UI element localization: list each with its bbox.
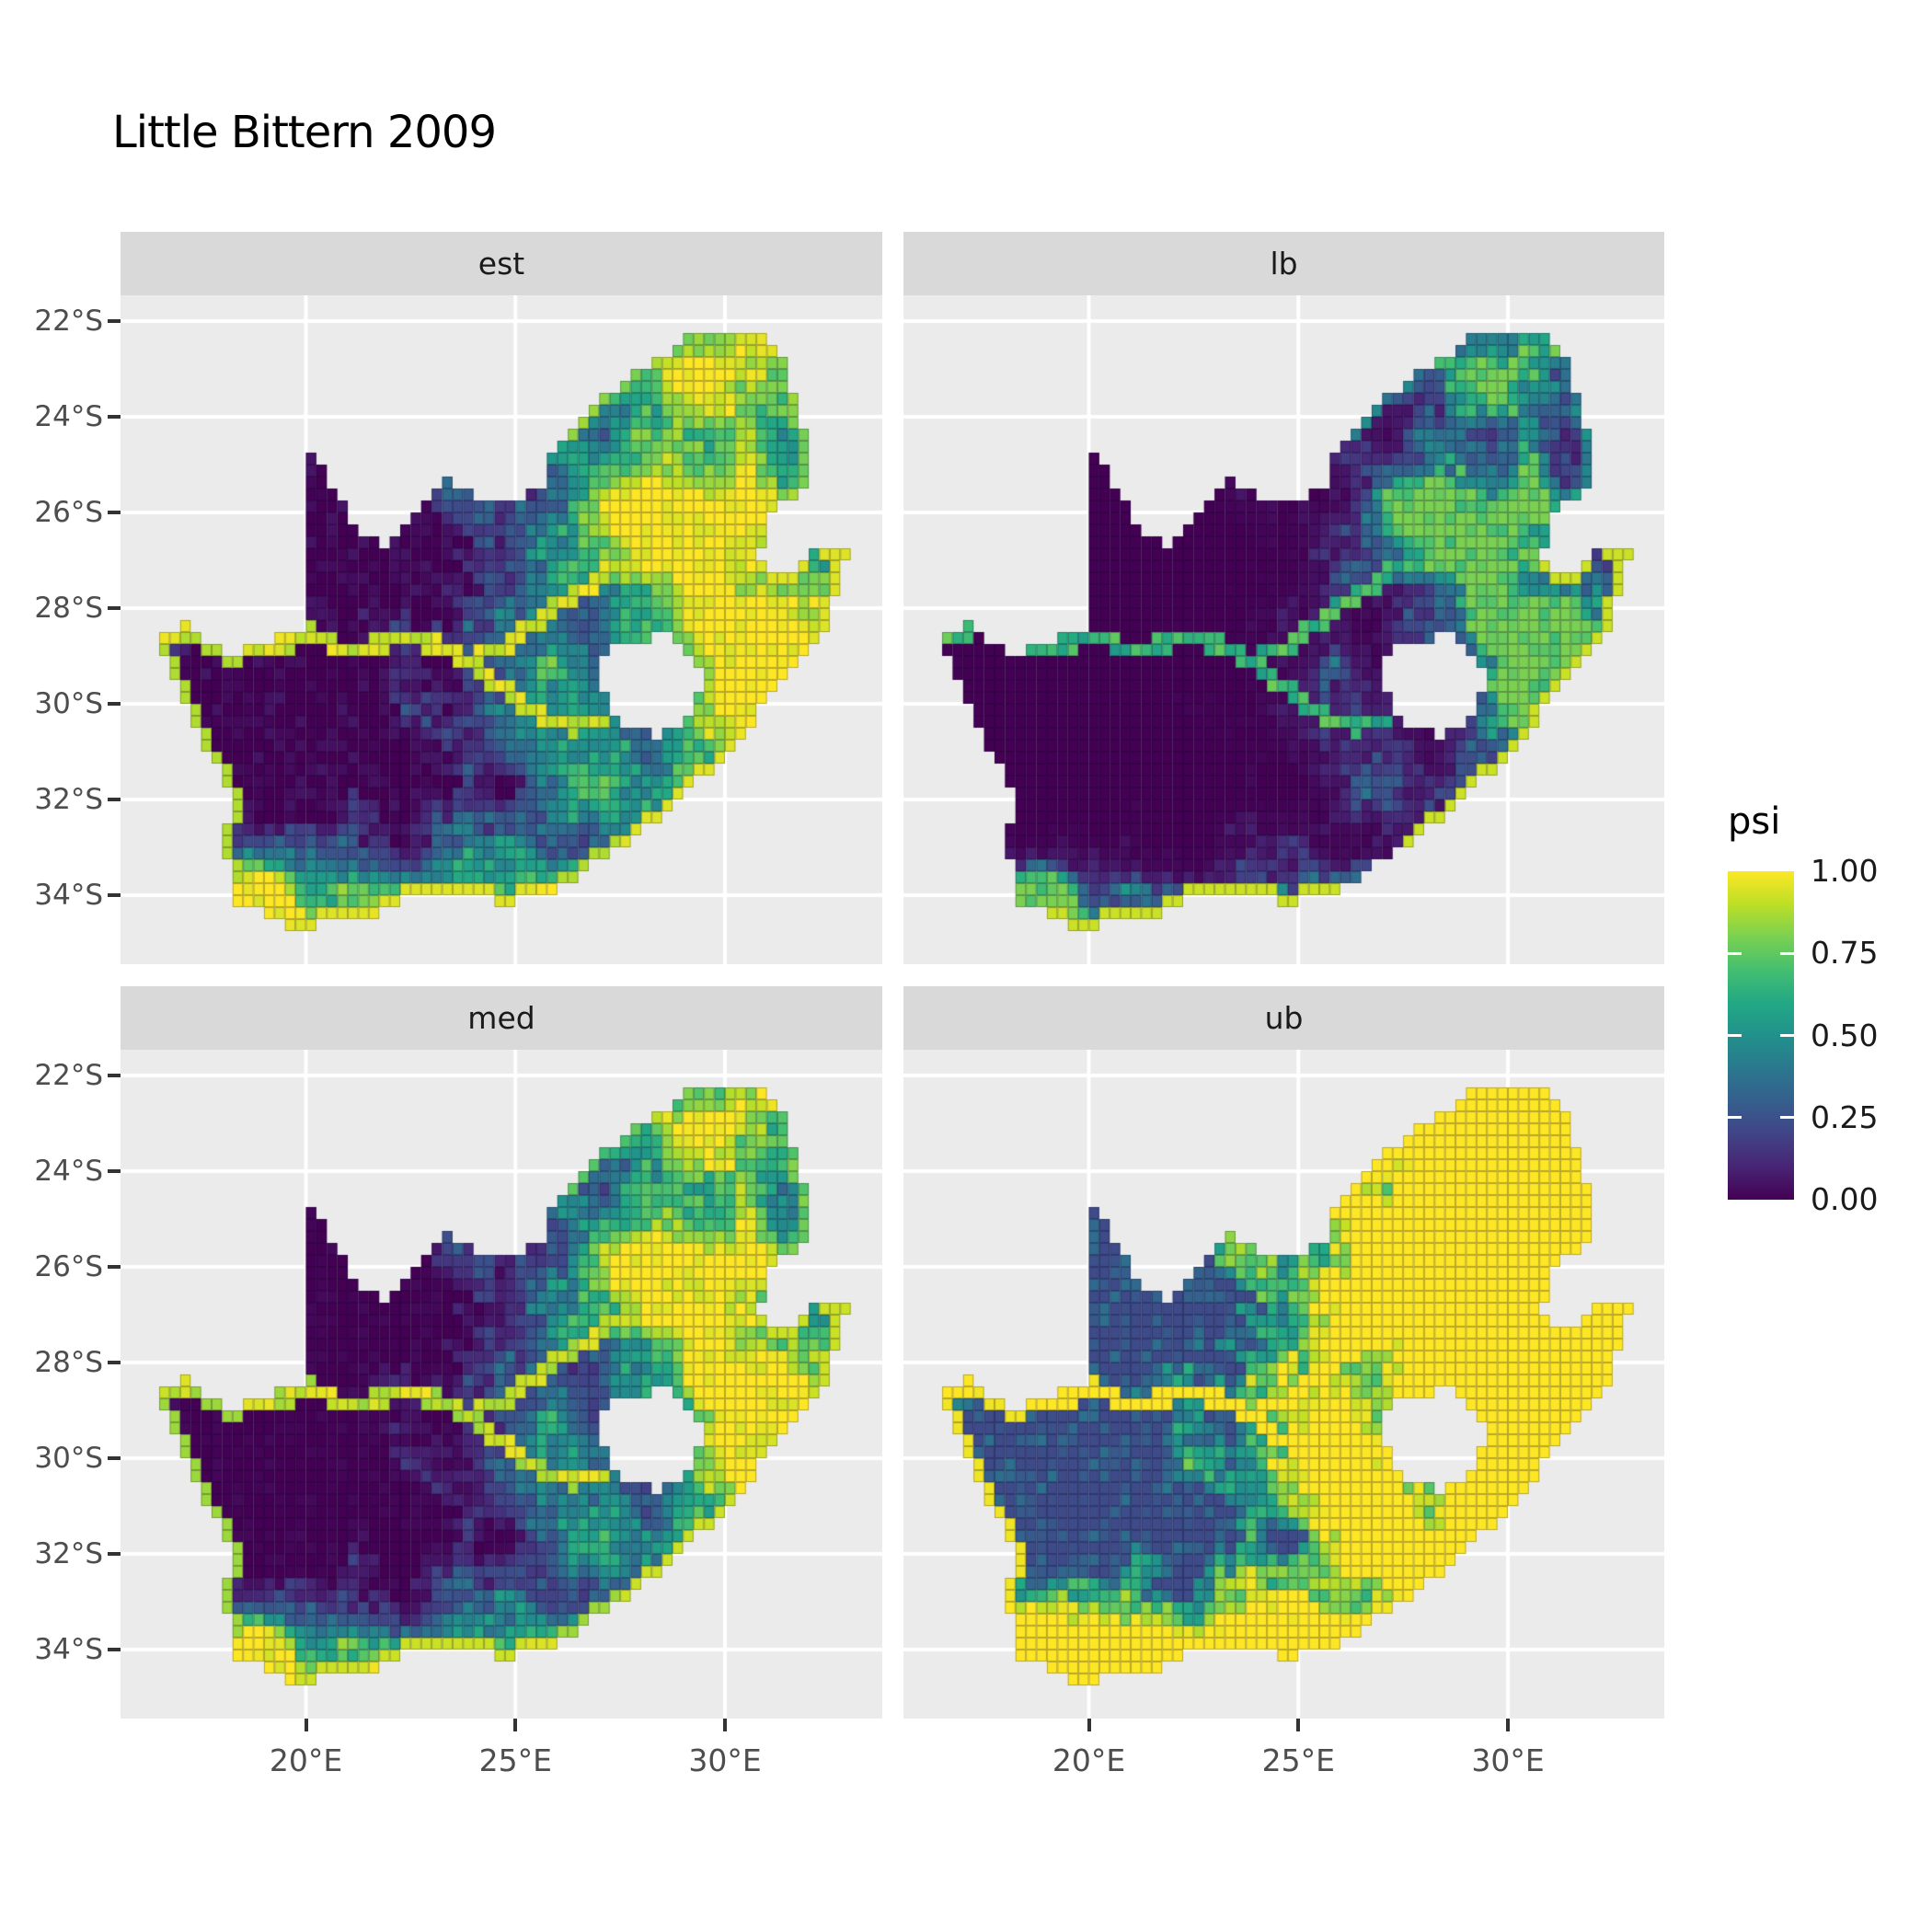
y-axis-tick bbox=[108, 415, 121, 419]
legend-tick-label: 0.25 bbox=[1811, 1098, 1879, 1135]
legend-tick-mark bbox=[1780, 1116, 1794, 1120]
y-axis-tick bbox=[108, 893, 121, 897]
x-axis-tick bbox=[1506, 1719, 1510, 1731]
legend-tick-mark bbox=[1728, 1116, 1742, 1120]
facet-strip-label-est: est bbox=[477, 246, 525, 282]
y-tick-label: 34°S bbox=[34, 879, 103, 912]
y-tick-label: 22°S bbox=[34, 305, 103, 338]
facet-strip-est: est bbox=[121, 232, 882, 295]
facet-strip-label-ub: ub bbox=[1264, 1000, 1304, 1036]
legend-tick-label: 0.00 bbox=[1811, 1181, 1879, 1217]
y-axis-tick bbox=[108, 319, 121, 323]
y-tick-label: 26°S bbox=[34, 496, 103, 529]
y-axis-tick bbox=[108, 1265, 121, 1269]
y-axis-tick bbox=[108, 1552, 121, 1556]
x-tick-label: 20°E bbox=[269, 1742, 343, 1778]
y-tick-label: 28°S bbox=[34, 592, 103, 625]
y-axis-tick bbox=[108, 1074, 121, 1077]
x-axis-tick bbox=[1296, 1719, 1301, 1731]
plot-title: Little Bittern 2009 bbox=[112, 107, 497, 158]
x-axis-tick bbox=[304, 1719, 308, 1731]
y-tick-label: 32°S bbox=[34, 783, 103, 816]
y-tick-label: 34°S bbox=[34, 1633, 103, 1666]
facet-map-lb bbox=[903, 295, 1664, 964]
legend-tick-label: 0.50 bbox=[1811, 1017, 1879, 1053]
x-tick-label: 30°E bbox=[688, 1742, 762, 1778]
y-axis-tick bbox=[108, 798, 121, 801]
facet-map-med bbox=[121, 1050, 882, 1719]
y-tick-label: 30°S bbox=[34, 1442, 103, 1475]
facet-strip-med: med bbox=[121, 986, 882, 1050]
y-axis-tick bbox=[108, 702, 121, 706]
x-axis-tick bbox=[1087, 1719, 1091, 1731]
facet-map-est bbox=[121, 295, 882, 964]
legend-tick-mark bbox=[1780, 951, 1794, 955]
y-axis-tick bbox=[108, 1169, 121, 1173]
y-tick-label: 24°S bbox=[34, 400, 103, 433]
y-axis-tick bbox=[108, 1648, 121, 1651]
y-tick-label: 22°S bbox=[34, 1059, 103, 1092]
facet-map-ub bbox=[903, 1050, 1664, 1719]
legend-tick-mark bbox=[1728, 1034, 1742, 1037]
y-tick-label: 30°S bbox=[34, 687, 103, 720]
x-tick-label: 30°E bbox=[1471, 1742, 1545, 1778]
y-tick-label: 26°S bbox=[34, 1250, 103, 1283]
x-axis-tick bbox=[723, 1719, 727, 1731]
y-axis-tick bbox=[108, 1361, 121, 1364]
facet-strip-ub: ub bbox=[903, 986, 1664, 1050]
y-tick-label: 28°S bbox=[34, 1346, 103, 1379]
x-tick-label: 25°E bbox=[1261, 1742, 1335, 1778]
legend-title: psi bbox=[1728, 800, 1781, 843]
y-axis-tick bbox=[108, 1456, 121, 1460]
y-axis-tick bbox=[108, 606, 121, 610]
x-tick-label: 25°E bbox=[478, 1742, 552, 1778]
x-tick-label: 20°E bbox=[1052, 1742, 1126, 1778]
y-tick-label: 32°S bbox=[34, 1537, 103, 1570]
legend-tick-label: 0.75 bbox=[1811, 935, 1879, 972]
y-axis-tick bbox=[108, 511, 121, 514]
facet-strip-label-med: med bbox=[467, 1000, 535, 1036]
x-axis-tick bbox=[513, 1719, 518, 1731]
legend-tick-label: 1.00 bbox=[1811, 853, 1879, 889]
facet-strip-lb: lb bbox=[903, 232, 1664, 295]
legend-tick-mark bbox=[1780, 1034, 1794, 1037]
y-tick-label: 24°S bbox=[34, 1155, 103, 1188]
legend-tick-mark bbox=[1728, 951, 1742, 955]
facet-strip-label-lb: lb bbox=[1270, 246, 1298, 282]
